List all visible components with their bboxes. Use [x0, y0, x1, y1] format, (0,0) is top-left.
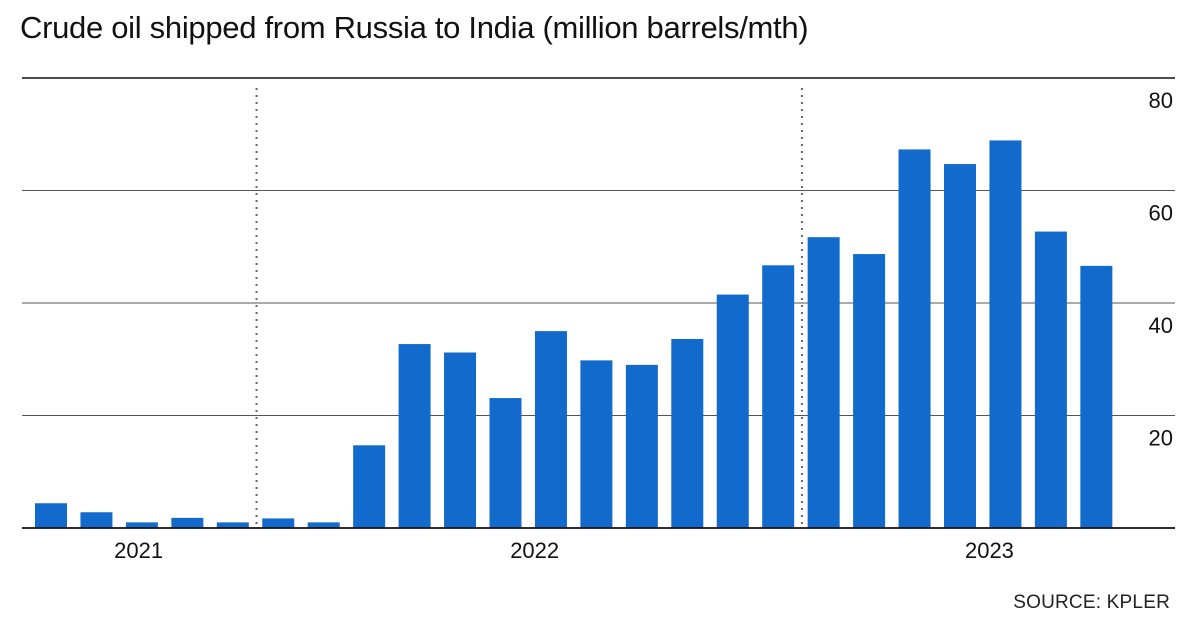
bar: [807, 237, 840, 528]
source-note: SOURCE: KPLER: [1013, 592, 1170, 613]
bar: [671, 339, 704, 528]
bar: [716, 294, 749, 528]
bar: [489, 398, 522, 528]
bar: [898, 149, 931, 528]
bar: [216, 522, 249, 528]
y-tick-label: 80: [1149, 88, 1173, 113]
bar: [1034, 231, 1067, 528]
year-label: 2022: [510, 538, 559, 563]
bar: [989, 140, 1022, 528]
bar: [80, 512, 113, 528]
axes: [22, 77, 1175, 529]
chart-title: Crude oil shipped from Russia to India (…: [20, 10, 809, 45]
bar: [534, 331, 567, 528]
bar: [125, 522, 158, 528]
bar: [580, 360, 613, 528]
bar: [1080, 265, 1113, 528]
bar: [853, 254, 886, 528]
bar: [762, 265, 795, 528]
bar: [35, 503, 67, 528]
year-label: 2023: [965, 538, 1014, 563]
y-tick-label: 20: [1149, 426, 1173, 451]
y-tick-label: 60: [1149, 201, 1173, 226]
tick-labels: 20 40 60 80 2021 2022 2023: [114, 88, 1173, 563]
bars: [35, 140, 1113, 528]
bar: [353, 445, 386, 528]
bar: [171, 517, 204, 528]
bar: [398, 344, 431, 528]
y-tick-label: 40: [1149, 313, 1173, 338]
bar: [262, 518, 295, 528]
bar: [444, 352, 477, 528]
bar: [944, 164, 976, 528]
bar: [307, 522, 340, 528]
bar: [625, 364, 658, 528]
year-label: 2021: [114, 538, 163, 563]
